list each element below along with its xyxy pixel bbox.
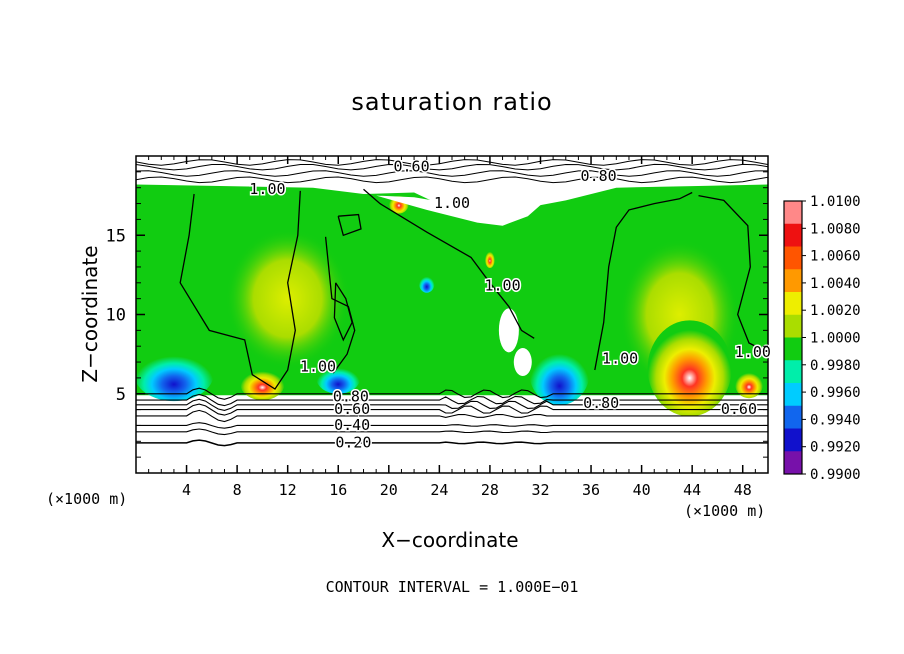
contour-label: 0.60 [721,400,757,418]
contour-line [136,163,768,171]
colorbar-swatch [784,292,802,316]
colorbar-swatch [784,383,802,407]
contour-label: 1.00 [484,276,520,294]
contour-label: 0.60 [334,400,370,418]
x-tick-label: 20 [380,481,398,499]
supersaturation-core [484,250,495,269]
colorbar-label: 0.9920 [810,440,861,456]
contour-line [136,387,768,400]
contour-label: 0.60 [393,158,429,176]
colorbar-swatch [784,451,802,475]
supersaturation-core [735,370,764,399]
x-tick-label: 28 [481,481,499,499]
contour-label: 0.80 [333,387,369,405]
contour-label: 0.20 [335,433,371,451]
colorbar-swatch [784,223,802,247]
contour-line [594,191,693,371]
contour-line [333,282,353,342]
colorbar-swatch [784,337,802,361]
colorbar-label: 1.0100 [810,194,861,210]
x-tick-label: 44 [683,481,701,499]
colorbar-swatch [784,246,802,270]
contour-line [136,176,768,184]
colorbar-label: 1.0000 [810,331,861,347]
contour-label: 1.00 [434,194,470,212]
x-tick-label: 32 [531,481,549,499]
contour-line [136,428,768,436]
contour-label: 1.00 [735,343,771,361]
colorbar-label: 0.9900 [810,467,861,483]
contour-label: 1.00 [602,349,638,367]
contour-line [136,170,768,177]
contour-line [698,194,768,354]
colorbar-swatch [784,201,802,225]
x-units-left: (×1000 m) [46,490,128,508]
cold-zone [529,341,590,406]
colorbar-swatch [784,428,802,452]
contour-line [363,188,535,339]
colorbar-swatch [784,269,802,293]
contour-label: 1.00 [300,357,336,375]
supersaturation-core [647,320,732,417]
y-axis-label: Z−coordinate [78,245,102,383]
contour-label: 1.00 [249,180,285,198]
contour-line [136,439,768,447]
x-tick-label: 40 [633,481,651,499]
contour-label: 0.40 [334,416,370,434]
colorbar-swatch [784,405,802,429]
contour-line [179,190,301,390]
contour-line [136,159,768,166]
contour-line [136,393,768,407]
supersaturation-core [240,368,285,401]
colorbar-label: 1.0060 [810,249,861,265]
colorbar-label: 1.0040 [810,276,861,292]
contour-line [337,213,362,237]
contour-line [136,403,768,416]
contour-label: 0.80 [581,167,617,185]
colorbar-label: 0.9980 [810,358,861,374]
colorbar-swatch [784,314,802,338]
colorbar-label: 1.0080 [810,221,861,237]
x-tick-label: 36 [582,481,600,499]
contour-line [136,422,768,429]
plot-area [136,156,768,473]
y-tick-label: 15 [106,226,126,246]
x-tick-label: 48 [734,481,752,499]
colorbar-label: 0.9960 [810,385,861,401]
contour-line [136,409,768,423]
x-axis-label: X−coordinate [381,528,519,552]
y-tick-label: 10 [106,306,126,326]
x-units-right: (×1000 m) [684,502,766,520]
dry-gap [498,308,519,353]
dry-gap [376,187,554,226]
colorbar-label: 0.9940 [810,412,861,428]
dry-gap [513,348,532,377]
contour-interval-note: CONTOUR INTERVAL = 1.000E−01 [325,578,579,596]
x-tick-label: 16 [329,481,347,499]
chart-title: saturation ratio [351,88,553,116]
x-tick-label: 8 [233,481,242,499]
cold-zone [316,361,361,394]
x-tick-label: 24 [430,481,448,499]
colorbar-label: 1.0020 [810,303,861,319]
x-tick-label: 12 [279,481,297,499]
cold-zone [136,345,214,402]
contour-line [136,398,768,411]
x-tick-label: 4 [182,481,191,499]
y-tick-label: 5 [116,385,126,405]
cold-zone [418,272,435,293]
colorbar-swatch [784,360,802,384]
contour-label: 0.80 [583,394,619,412]
warm-patch [225,228,350,369]
